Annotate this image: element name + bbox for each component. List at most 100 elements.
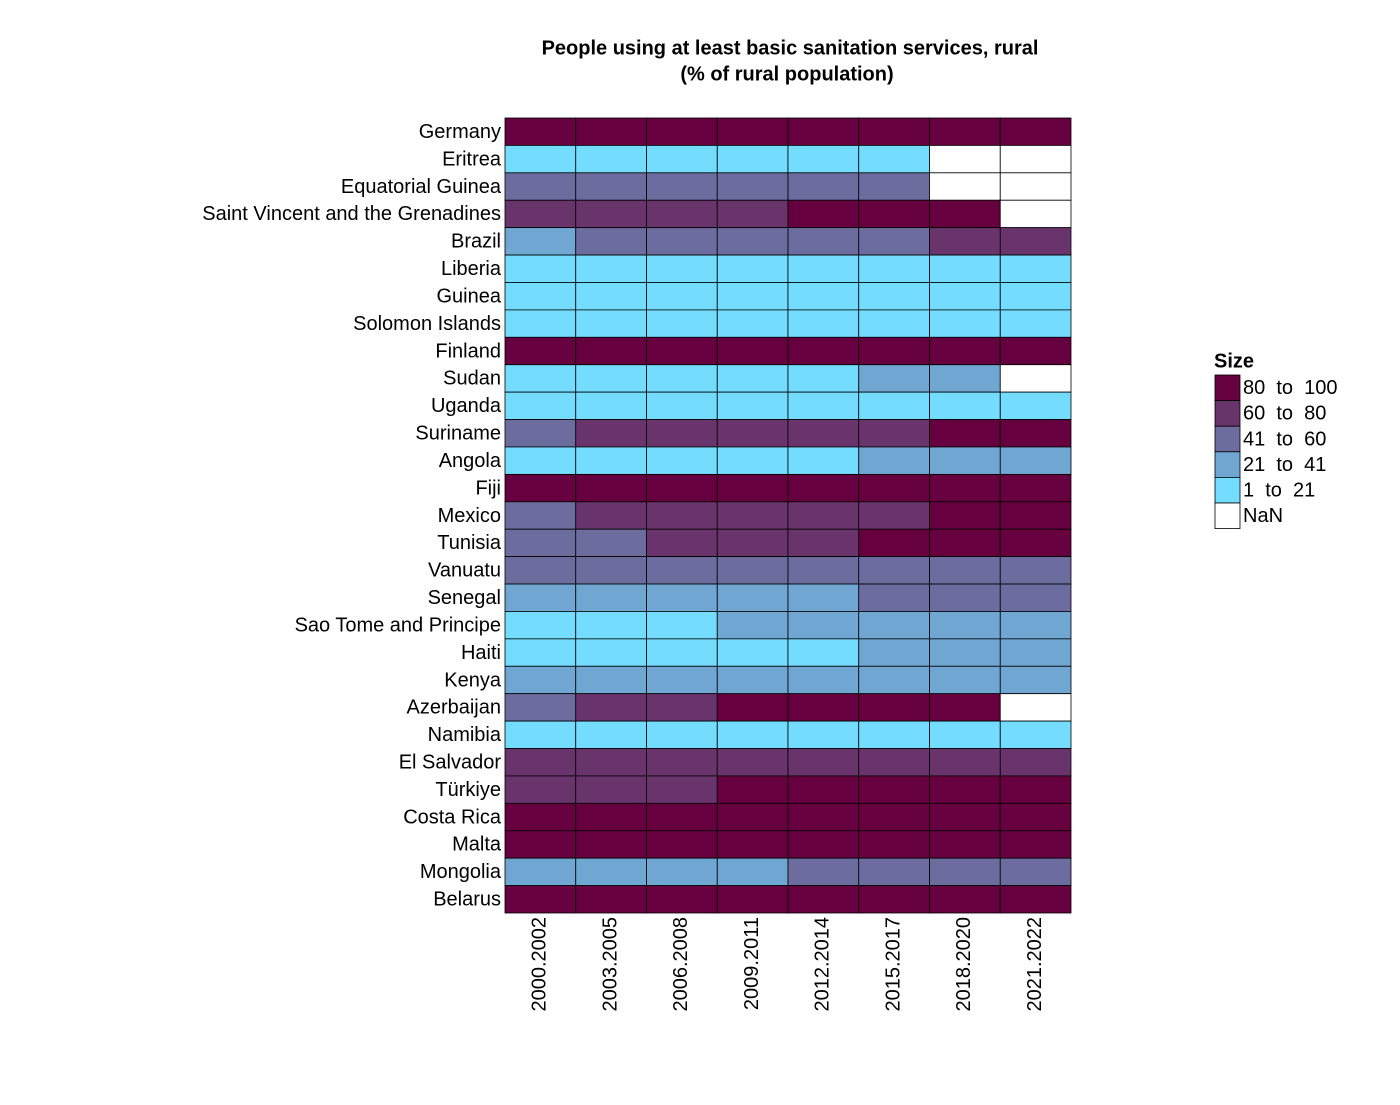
- cell: [999, 857, 1072, 886]
- cell: [999, 611, 1072, 640]
- cell: [999, 446, 1072, 475]
- cell: [575, 528, 647, 558]
- cell: [787, 748, 860, 777]
- x-tick-label: 2018.2020: [953, 917, 975, 1012]
- cell: [575, 665, 647, 695]
- cell: [929, 556, 1001, 585]
- cell: [787, 638, 860, 667]
- cell: [929, 473, 1001, 503]
- cell: [716, 282, 789, 311]
- cell: [858, 885, 930, 914]
- cell: [575, 611, 647, 640]
- cell: [787, 556, 860, 585]
- cell: [929, 775, 1001, 804]
- cell: [929, 665, 1001, 695]
- cell: [575, 802, 647, 832]
- cell: [716, 830, 789, 859]
- cell: [575, 336, 647, 366]
- legend-title: Size: [1214, 350, 1254, 372]
- cell: [504, 172, 577, 201]
- cell: [787, 309, 860, 338]
- cell: [929, 638, 1001, 667]
- cell: [716, 748, 789, 777]
- cell: [929, 199, 1001, 229]
- cell: [504, 282, 577, 311]
- legend-label: 41 to 60: [1243, 428, 1326, 450]
- cell: [646, 720, 718, 749]
- cell: [504, 775, 577, 804]
- cell: [575, 748, 647, 777]
- y-tick-label: Vanuatu: [428, 560, 501, 582]
- cell: [646, 117, 718, 146]
- cell: [646, 446, 718, 475]
- cell: [646, 501, 718, 530]
- cell: [504, 857, 577, 886]
- cell: [999, 885, 1072, 914]
- y-tick-label: Sudan: [443, 368, 501, 390]
- cell: [504, 199, 577, 229]
- cell: [716, 227, 789, 256]
- cell: [929, 802, 1001, 832]
- chart-title: People using at least basic sanitation s…: [542, 37, 1039, 59]
- cell: [646, 254, 718, 283]
- cell: [858, 556, 930, 585]
- cell: [716, 309, 789, 338]
- cell: [504, 446, 577, 475]
- cell: [787, 583, 860, 612]
- cell: [999, 501, 1072, 530]
- cell: [787, 364, 860, 393]
- cell: [575, 391, 647, 420]
- cell: [646, 172, 718, 201]
- legend-swatch: [1214, 502, 1241, 530]
- cell: [999, 282, 1072, 311]
- cell: [646, 473, 718, 503]
- x-tick-label: 2021.2022: [1024, 917, 1046, 1012]
- y-tick-label: Brazil: [451, 231, 501, 253]
- cell: [504, 885, 577, 914]
- legend-label: 60 to 80: [1243, 403, 1326, 425]
- cell: [716, 336, 789, 366]
- cell: [716, 172, 789, 201]
- cell: [787, 227, 860, 256]
- cell: [787, 830, 860, 859]
- cell: [999, 227, 1072, 256]
- cell: [504, 748, 577, 777]
- y-tick-label: Senegal: [428, 587, 501, 609]
- legend-label: NaN: [1243, 505, 1283, 527]
- y-tick-label: Saint Vincent and the Grenadines: [202, 203, 501, 225]
- cell: [787, 172, 860, 201]
- cell: [858, 282, 930, 311]
- cell: [929, 720, 1001, 749]
- cell: [999, 693, 1072, 722]
- cell: [929, 391, 1001, 420]
- cell: [575, 638, 647, 667]
- cell: [646, 227, 718, 256]
- cell: [504, 802, 577, 832]
- cell: [929, 309, 1001, 338]
- cell: [575, 419, 647, 448]
- cell: [575, 775, 647, 804]
- cell: [646, 802, 718, 832]
- cell: [716, 611, 789, 640]
- cell: [716, 665, 789, 695]
- cell: [646, 665, 718, 695]
- cell: [787, 254, 860, 283]
- cell: [858, 336, 930, 366]
- cell: [787, 693, 860, 722]
- cell: [646, 336, 718, 366]
- cell: [787, 528, 860, 558]
- cell: [646, 748, 718, 777]
- cell: [646, 638, 718, 667]
- y-tick-label: Eritrea: [442, 148, 502, 170]
- cell: [504, 473, 577, 503]
- cell: [787, 117, 860, 146]
- y-tick-label: Mongolia: [420, 861, 502, 883]
- cell: [858, 857, 930, 886]
- cell: [999, 336, 1072, 366]
- y-tick-label: El Salvador: [399, 752, 502, 774]
- x-tick-label: 2003.2005: [599, 917, 621, 1012]
- chart-title: (% of rural population): [680, 63, 893, 85]
- legend-swatch: [1214, 451, 1241, 478]
- cell: [999, 556, 1072, 585]
